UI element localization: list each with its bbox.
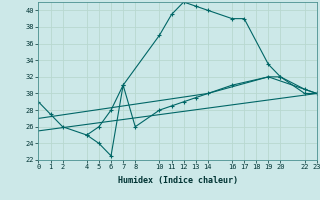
X-axis label: Humidex (Indice chaleur): Humidex (Indice chaleur)	[118, 176, 238, 185]
